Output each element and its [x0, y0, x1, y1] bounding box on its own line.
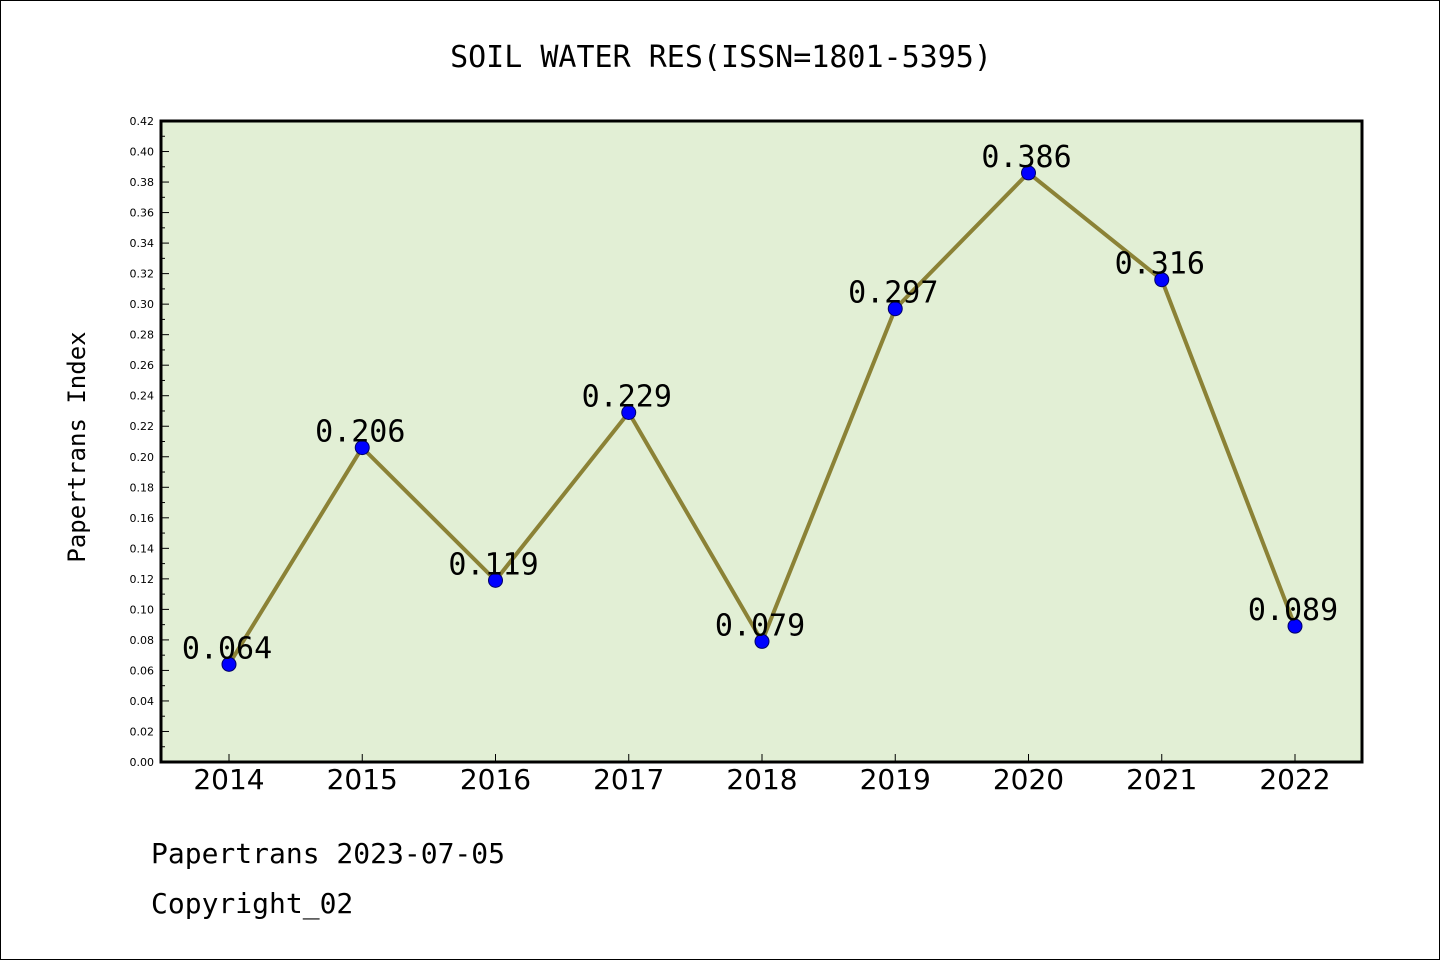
data-label: 0.316: [1115, 247, 1205, 282]
data-label: 0.297: [848, 276, 938, 311]
data-point: [1021, 165, 1036, 181]
data-label: 0.089: [1248, 593, 1338, 628]
y-tick-label: 0.16: [130, 512, 155, 525]
data-point: [221, 656, 237, 672]
y-tick-label: 0.02: [130, 725, 155, 738]
footer-copyright: Copyright_02: [151, 887, 354, 920]
y-tick-label: 0.38: [130, 176, 155, 189]
y-tick-label: 0.28: [130, 329, 155, 342]
data-label: 0.079: [715, 608, 805, 643]
data-label: 0.206: [315, 415, 405, 450]
plot-border: [159, 119, 1364, 764]
y-tick-label: 0.34: [130, 237, 155, 250]
y-tick-label: 0.04: [130, 695, 155, 708]
x-tick-label: 2015: [327, 763, 398, 796]
y-tick-label: 0.30: [130, 298, 155, 311]
x-tick-label: 2022: [1259, 763, 1330, 796]
x-tick-label: 2019: [860, 763, 931, 796]
data-labels-layer: 0.064 0.206 0.119 0.229 0.079 0.297 0.386 0.316…: [182, 140, 1338, 666]
y-tick-label: 0.00: [130, 756, 155, 769]
y-tick-label: 0.20: [130, 451, 155, 464]
data-label: 0.386: [981, 140, 1071, 175]
data-point: [887, 301, 903, 317]
y-tick-label: 0.40: [130, 146, 155, 159]
markers-layer: [221, 165, 1303, 672]
data-point: [1154, 272, 1170, 288]
y-tick-label: 0.12: [130, 573, 155, 586]
data-point: [488, 572, 503, 588]
data-point: [354, 440, 370, 456]
x-tick-label: 2018: [726, 763, 797, 796]
y-tick-label: 0.26: [130, 359, 155, 372]
x-tick-label: 2014: [193, 763, 264, 796]
data-label: 0.229: [582, 380, 672, 415]
y-tick-label: 0.08: [130, 634, 155, 647]
data-point: [754, 633, 770, 649]
x-tick-label: 2020: [993, 763, 1064, 796]
x-tick-label: 2017: [593, 763, 664, 796]
x-tick-label: 2021: [1126, 763, 1197, 796]
y-tick-label: 0.22: [130, 420, 155, 433]
y-tick-label: 0.06: [130, 664, 155, 677]
y-tick-label: 0.32: [130, 268, 155, 281]
x-axis-ticks: 2014 2015 2016 2017 2018 2019 2020 2021 2022: [193, 754, 1331, 796]
data-point: [621, 405, 637, 421]
y-tick-label: 0.10: [130, 603, 155, 616]
y-tick-label: 0.14: [130, 542, 155, 555]
data-point: [1287, 618, 1303, 634]
y-tick-label: 0.24: [130, 390, 155, 403]
footer-date: Papertrans 2023-07-05: [151, 837, 506, 870]
chart-title: SOIL WATER RES(ISSN=1801-5395): [450, 40, 992, 75]
y-tick-label: 0.36: [130, 207, 155, 220]
y-tick-label: 0.18: [130, 481, 155, 494]
y-tick-label: 0.42: [130, 115, 155, 128]
x-tick-label: 2016: [460, 763, 531, 796]
y-axis-ticks: 0.00 0.02 0.04 0.06 0.08 0.10 0.12 0.14 0.16 0.18…: [130, 115, 169, 769]
data-label: 0.119: [448, 547, 538, 582]
data-label: 0.064: [182, 631, 272, 666]
y-axis-label: Papertrans Index: [63, 331, 91, 562]
